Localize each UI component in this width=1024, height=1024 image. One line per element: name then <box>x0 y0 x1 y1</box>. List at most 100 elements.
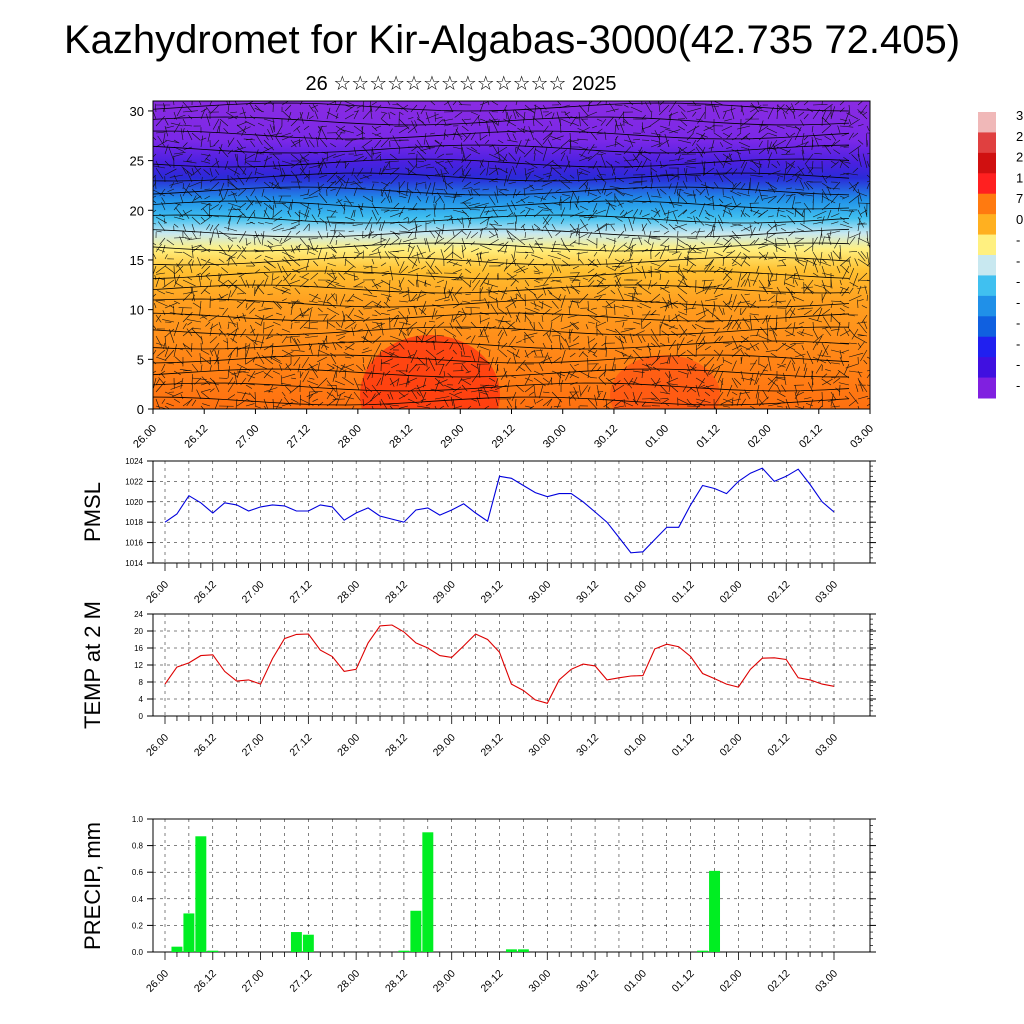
chart-title: Kazhydromet for Kir-Algabas-3000(42.735 … <box>63 18 961 62</box>
temperature-panel: 0 4 8 12 16 20 24 26.00 26.12 27.00 27.12 28.00 28.1… <box>80 601 876 759</box>
x-tick-label: 27.12 <box>287 579 314 606</box>
precip-bar <box>195 836 207 952</box>
x-tick-label: 02.00 <box>746 423 774 451</box>
x-tick-label: 01.00 <box>622 732 649 759</box>
x-tick-label: 03.00 <box>813 968 840 995</box>
y-tick-label: 0.8 <box>132 842 144 851</box>
y-tick-label: 25 <box>130 154 144 169</box>
colorbar-swatch <box>978 357 996 379</box>
colorbar-swatch <box>978 152 996 174</box>
y-axis-label: TEMP at 2 M <box>80 601 105 729</box>
y-tick-label: 20 <box>130 203 144 218</box>
y-tick-label: 24 <box>134 610 143 619</box>
x-tick-label: 30.12 <box>574 968 601 995</box>
x-tick-label: 30.00 <box>526 732 553 759</box>
y-tick-label: 4 <box>139 695 144 704</box>
precip-bar <box>171 946 183 952</box>
x-tick-label: 28.12 <box>383 579 410 606</box>
y-tick-label: 30 <box>130 104 144 119</box>
x-tick-label: 26.12 <box>192 968 219 995</box>
colorbar-label: - <box>1016 316 1020 331</box>
y-tick-label: 15 <box>130 253 144 268</box>
colorbar-label: 2 <box>1016 129 1023 144</box>
y-tick-label: 12 <box>134 661 143 670</box>
x-tick-label: 02.12 <box>765 579 792 606</box>
y-axis-label: PMSL <box>80 482 105 542</box>
y-tick-label: 0.0 <box>132 948 144 957</box>
chart-subtitle: 26 ☆☆☆☆☆☆☆☆☆☆☆☆☆ 2025 <box>305 73 617 95</box>
x-tick-label: 29.12 <box>479 579 506 606</box>
x-tick-label: 29.00 <box>431 579 458 606</box>
x-tick-label: 02.12 <box>797 423 825 451</box>
x-tick-label: 28.00 <box>335 732 362 759</box>
x-tick-label: 30.00 <box>541 423 569 451</box>
y-axis-label: PRECIP, mm <box>80 822 105 950</box>
colorbar-swatch <box>978 275 996 297</box>
colorbar-swatch <box>978 132 996 154</box>
grid-lines <box>153 613 870 717</box>
colorbar-swatch <box>978 377 996 399</box>
x-tick-label: 03.00 <box>813 579 840 606</box>
colorbar: 3 2 2 1 7 0 - - - - - - - - <box>978 108 1023 399</box>
colorbar-swatch <box>978 112 996 133</box>
colorbar-label: 0 <box>1016 212 1023 227</box>
x-tick-label: 02.12 <box>765 968 792 995</box>
x-tick-label: 03.00 <box>848 423 876 451</box>
wind-barbs <box>153 101 870 409</box>
x-tick-label: 01.00 <box>643 423 671 451</box>
precip-bar <box>410 910 422 952</box>
y-tick-label: 0 <box>139 712 144 721</box>
x-tick-label: 29.00 <box>431 732 458 759</box>
colorbar-label: - <box>1016 274 1020 289</box>
colorbar-swatch <box>978 214 996 236</box>
precip-bar <box>290 932 302 952</box>
x-tick-label: 27.00 <box>234 423 262 451</box>
x-tick-label: 27.00 <box>240 732 267 759</box>
colorbar-label: - <box>1016 295 1020 310</box>
x-tick-label: 02.12 <box>765 732 792 759</box>
cross-section-panel: 0 5 10 15 20 25 30 26.00 26.12 27.00 27.12 28.00 28.… <box>130 100 876 451</box>
x-tick-label: 29.12 <box>490 423 518 451</box>
y-tick-label: 20 <box>134 627 143 636</box>
precip-bar <box>709 870 721 952</box>
x-tick-label: 02.00 <box>717 968 744 995</box>
x-tick-label: 27.00 <box>240 579 267 606</box>
y-tick-label: 5 <box>137 352 144 367</box>
x-tick-label: 28.00 <box>336 423 364 451</box>
x-tick-label: 27.12 <box>285 423 313 451</box>
x-tick-label: 26.12 <box>192 732 219 759</box>
y-tick-label: 1022 <box>125 477 143 486</box>
y-tick-label: 8 <box>139 678 144 687</box>
x-tick-label: 01.00 <box>622 968 649 995</box>
y-tick-label: 1016 <box>125 539 143 548</box>
colorbar-swatch <box>978 336 996 358</box>
colorbar-label: - <box>1016 378 1020 393</box>
x-tick-label: 30.00 <box>526 579 553 606</box>
colorbar-swatch <box>978 234 996 256</box>
y-tick-label: 0.2 <box>132 921 144 930</box>
colorbar-label: 3 <box>1016 108 1023 123</box>
colorbar-swatch <box>978 193 996 215</box>
colorbar-label: 2 <box>1016 150 1023 165</box>
x-tick-label: 28.00 <box>335 968 362 995</box>
colorbar-label: - <box>1016 357 1020 372</box>
y-tick-label: 1018 <box>125 518 143 527</box>
colorbar-label: - <box>1016 253 1020 268</box>
precip-bar <box>302 934 314 952</box>
colorbar-swatch <box>978 316 996 338</box>
x-tick-label: 28.12 <box>387 423 415 451</box>
x-tick-label: 29.12 <box>479 968 506 995</box>
precip-bar <box>697 950 709 952</box>
y-tick-label: 16 <box>134 644 143 653</box>
y-tick-label: 0 <box>137 402 144 417</box>
x-tick-label: 30.12 <box>592 423 620 451</box>
x-tick-label: 29.00 <box>438 423 466 451</box>
isolines <box>153 102 850 406</box>
colorbar-swatch <box>978 255 996 276</box>
x-tick-label: 30.12 <box>574 732 601 759</box>
x-tick-label: 26.00 <box>144 579 171 606</box>
x-tick-label: 01.00 <box>622 579 649 606</box>
y-tick-label: 10 <box>130 303 144 318</box>
x-tick-label: 27.00 <box>240 968 267 995</box>
